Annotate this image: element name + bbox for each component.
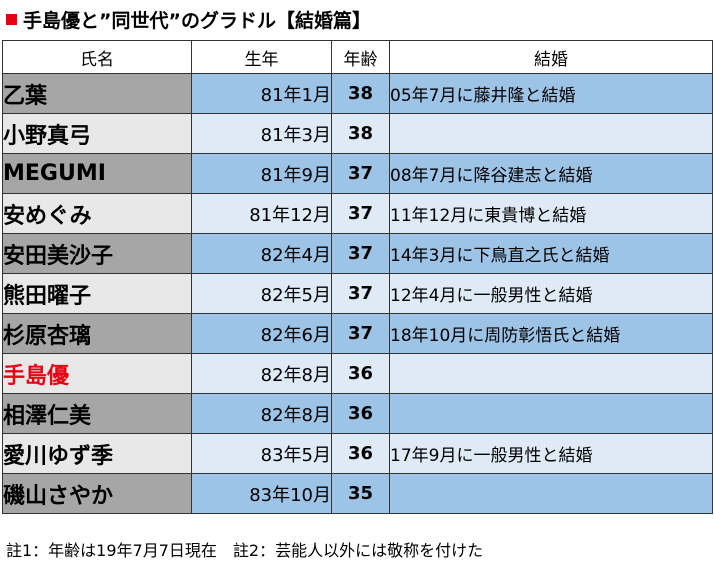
table-row: 安めぐみ 81年12月 37 11年12月に東貴博と結婚: [2, 193, 713, 234]
header-age: 年齢: [331, 40, 390, 74]
marriage-cell: 14年3月に下鳥直之氏と結婚: [389, 233, 713, 274]
birth-cell: 81年1月: [191, 73, 332, 114]
name-cell: MEGUMI: [2, 153, 192, 194]
table-row: 乙葉 81年1月 38 05年7月に藤井隆と結婚: [2, 73, 713, 114]
name-cell: 小野真弓: [2, 113, 192, 154]
table-row: MEGUMI 81年9月 37 08年7月に降谷建志と結婚: [2, 153, 713, 194]
age-cell: 38: [331, 73, 390, 114]
table-row: 手島優 82年8月 36: [2, 353, 713, 394]
marriage-cell: [389, 353, 713, 394]
age-cell: 35: [331, 473, 390, 514]
age-cell: 36: [331, 393, 390, 434]
age-cell: 38: [331, 113, 390, 154]
table-row: 愛川ゆず季 83年5月 36 17年9月に一般男性と結婚: [2, 433, 713, 474]
table-row: 相澤仁美 82年8月 36: [2, 393, 713, 434]
age-cell: 37: [331, 193, 390, 234]
name-cell: 磯山さやか: [2, 473, 192, 514]
name-cell: 手島優: [2, 353, 192, 394]
name-cell: 愛川ゆず季: [2, 433, 192, 474]
footnote: 註1：年齢は19年7月7日現在 註2：芸能人以外には敬称を付けた: [6, 541, 484, 560]
marriage-cell: 11年12月に東貴博と結婚: [389, 193, 713, 234]
marriage-cell: 05年7月に藤井隆と結婚: [389, 73, 713, 114]
header-birth: 生年: [191, 40, 332, 74]
red-square-icon: [6, 13, 17, 25]
birth-cell: 82年6月: [191, 313, 332, 354]
birth-cell: 82年8月: [191, 353, 332, 394]
table-row: 安田美沙子 82年4月 37 14年3月に下鳥直之氏と結婚: [2, 233, 713, 274]
name-cell: 杉原杏璃: [2, 313, 192, 354]
table-body: 乙葉 81年1月 38 05年7月に藤井隆と結婚 小野真弓 81年3月 38 MEGUMI 81…: [2, 73, 713, 514]
marriage-cell: 18年10月に周防彰悟氏と結婚: [389, 313, 713, 354]
header-name: 氏名: [2, 40, 192, 74]
age-cell: 36: [331, 433, 390, 474]
birth-cell: 81年9月: [191, 153, 332, 194]
name-cell: 熊田曜子: [2, 273, 192, 314]
age-cell: 37: [331, 153, 390, 194]
name-cell: 安めぐみ: [2, 193, 192, 234]
page-title: 手島優と”同世代”のグラドル【結婚篇】: [23, 9, 371, 32]
age-cell: 37: [331, 313, 390, 354]
title-bar: 手島優と”同世代”のグラドル【結婚篇】: [0, 0, 714, 38]
gravure-idol-table: 氏名 生年 年齢 結婚 乙葉 81年1月 38 05年7月に藤井隆と結婚 小野真弓 81年…: [2, 40, 713, 514]
marriage-cell: 12年4月に一般男性と結婚: [389, 273, 713, 314]
name-cell: 乙葉: [2, 73, 192, 114]
birth-cell: 82年5月: [191, 273, 332, 314]
age-cell: 37: [331, 273, 390, 314]
birth-cell: 81年3月: [191, 113, 332, 154]
marriage-cell: [389, 473, 713, 514]
table-row: 杉原杏璃 82年6月 37 18年10月に周防彰悟氏と結婚: [2, 313, 713, 354]
marriage-cell: 08年7月に降谷建志と結婚: [389, 153, 713, 194]
marriage-cell: [389, 113, 713, 154]
birth-cell: 81年12月: [191, 193, 332, 234]
birth-cell: 82年8月: [191, 393, 332, 434]
name-cell: 相澤仁美: [2, 393, 192, 434]
age-cell: 36: [331, 353, 390, 394]
birth-cell: 82年4月: [191, 233, 332, 274]
marriage-cell: 17年9月に一般男性と結婚: [389, 433, 713, 474]
table-header-row: 氏名 生年 年齢 結婚: [2, 40, 713, 74]
header-marriage: 結婚: [389, 40, 713, 74]
name-cell: 安田美沙子: [2, 233, 192, 274]
birth-cell: 83年5月: [191, 433, 332, 474]
table-row: 熊田曜子 82年5月 37 12年4月に一般男性と結婚: [2, 273, 713, 314]
marriage-cell: [389, 393, 713, 434]
age-cell: 37: [331, 233, 390, 274]
table-row: 磯山さやか 83年10月 35: [2, 473, 713, 514]
table-row: 小野真弓 81年3月 38: [2, 113, 713, 154]
birth-cell: 83年10月: [191, 473, 332, 514]
